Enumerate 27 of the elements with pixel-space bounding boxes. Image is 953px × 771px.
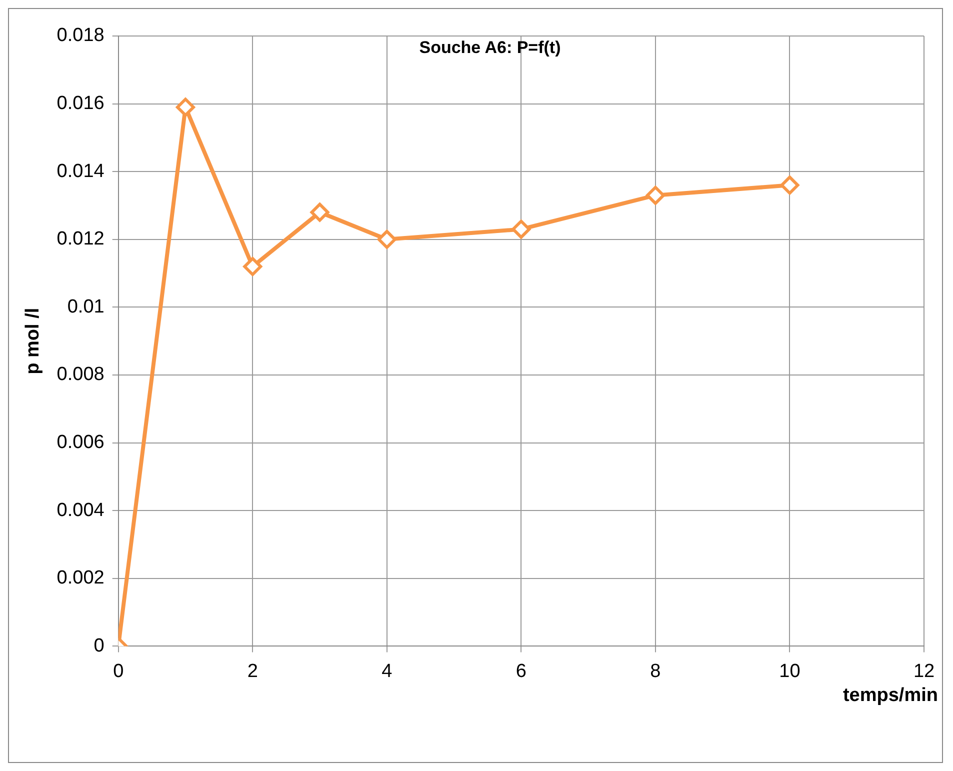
point: [243, 257, 262, 276]
point: [646, 186, 665, 205]
y-tick-label: 0.002: [56, 568, 104, 589]
x-tick-label: 8: [650, 660, 661, 682]
x-tick-label: 6: [516, 660, 526, 682]
y-tick-label: 0.018: [56, 25, 104, 46]
chart-title: Souche A6: P=f(t): [419, 38, 561, 58]
x-tick-label: 10: [779, 660, 800, 682]
y-tick-label: 0.006: [56, 432, 104, 454]
y-axis-title: p mol /l: [22, 308, 44, 374]
point: [512, 220, 531, 239]
y-tick-label: 0.016: [56, 93, 104, 114]
y-tick-label: 0.014: [56, 160, 105, 182]
point: [377, 230, 396, 249]
y-tick-label: 0.012: [56, 228, 104, 250]
x-tick-label: 12: [913, 660, 935, 682]
y-tick-label: 0: [94, 635, 104, 656]
point: [310, 202, 330, 222]
y-tick-label: 0.008: [56, 364, 104, 386]
x-tick-label: 4: [382, 660, 393, 682]
point: [176, 98, 195, 117]
x-axis-title: temps/min: [842, 684, 938, 706]
y-tick-label: 0.01: [67, 296, 104, 318]
point: [780, 176, 800, 195]
y-tick-label: 0.004: [56, 500, 105, 521]
x-tick-label: 2: [247, 660, 258, 682]
x-tick-label: 0: [113, 660, 124, 682]
